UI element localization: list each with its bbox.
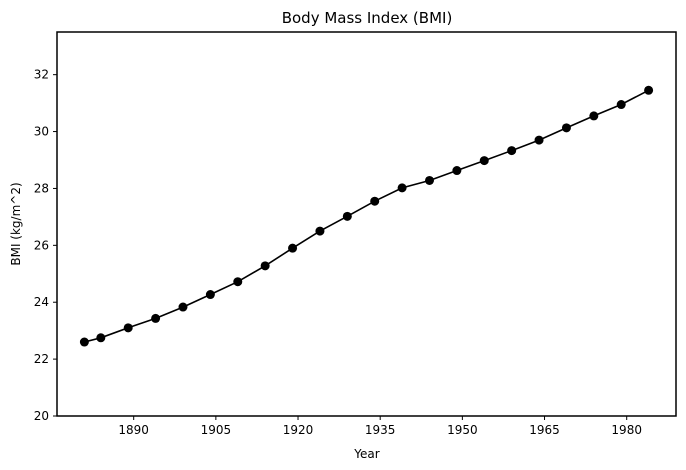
- data-point: [205, 290, 215, 300]
- data-point: [342, 211, 352, 221]
- data-point: [288, 243, 298, 253]
- x-tick-label: 1890: [118, 423, 149, 437]
- x-axis-label: Year: [353, 447, 379, 461]
- axis-ticks: 1890 1905 1920 1935 1950 1965 1980 20 22 24 26 28 30…: [34, 68, 642, 437]
- data-point: [424, 175, 434, 185]
- data-point: [589, 111, 599, 121]
- y-tick-label: 22: [34, 352, 49, 366]
- data-point: [233, 277, 243, 287]
- x-tick-label: 1965: [529, 423, 560, 437]
- data-point: [370, 196, 380, 206]
- y-tick-label: 28: [34, 181, 49, 195]
- x-tick-label: 1950: [447, 423, 478, 437]
- x-tick-label: 1980: [611, 423, 642, 437]
- data-point: [397, 183, 407, 193]
- data-point: [616, 100, 626, 110]
- y-tick-label: 26: [34, 238, 49, 252]
- x-tick-label: 1920: [283, 423, 314, 437]
- data-point: [479, 156, 489, 166]
- y-tick-label: 24: [34, 295, 49, 309]
- data-point: [452, 166, 462, 176]
- y-axis-label: BMI (kg/m^2): [9, 182, 23, 265]
- data-point: [79, 337, 89, 347]
- data-point: [123, 323, 133, 333]
- data-point: [561, 123, 571, 133]
- data-point: [151, 313, 161, 323]
- data-point: [260, 261, 270, 271]
- series-layer: [79, 85, 654, 347]
- data-point: [315, 226, 325, 236]
- data-point: [644, 85, 654, 95]
- data-point: [178, 302, 188, 312]
- chart-title: Body Mass Index (BMI): [282, 9, 453, 27]
- y-tick-label: 32: [34, 68, 49, 82]
- data-point: [96, 333, 106, 343]
- data-point: [507, 146, 517, 156]
- plot-area-frame: [56, 31, 677, 417]
- data-point: [534, 135, 544, 145]
- y-tick-label: 30: [34, 125, 49, 139]
- x-tick-label: 1935: [365, 423, 396, 437]
- bmi-series-line: [84, 89, 649, 343]
- y-tick-label: 20: [34, 409, 49, 423]
- x-tick-label: 1905: [201, 423, 232, 437]
